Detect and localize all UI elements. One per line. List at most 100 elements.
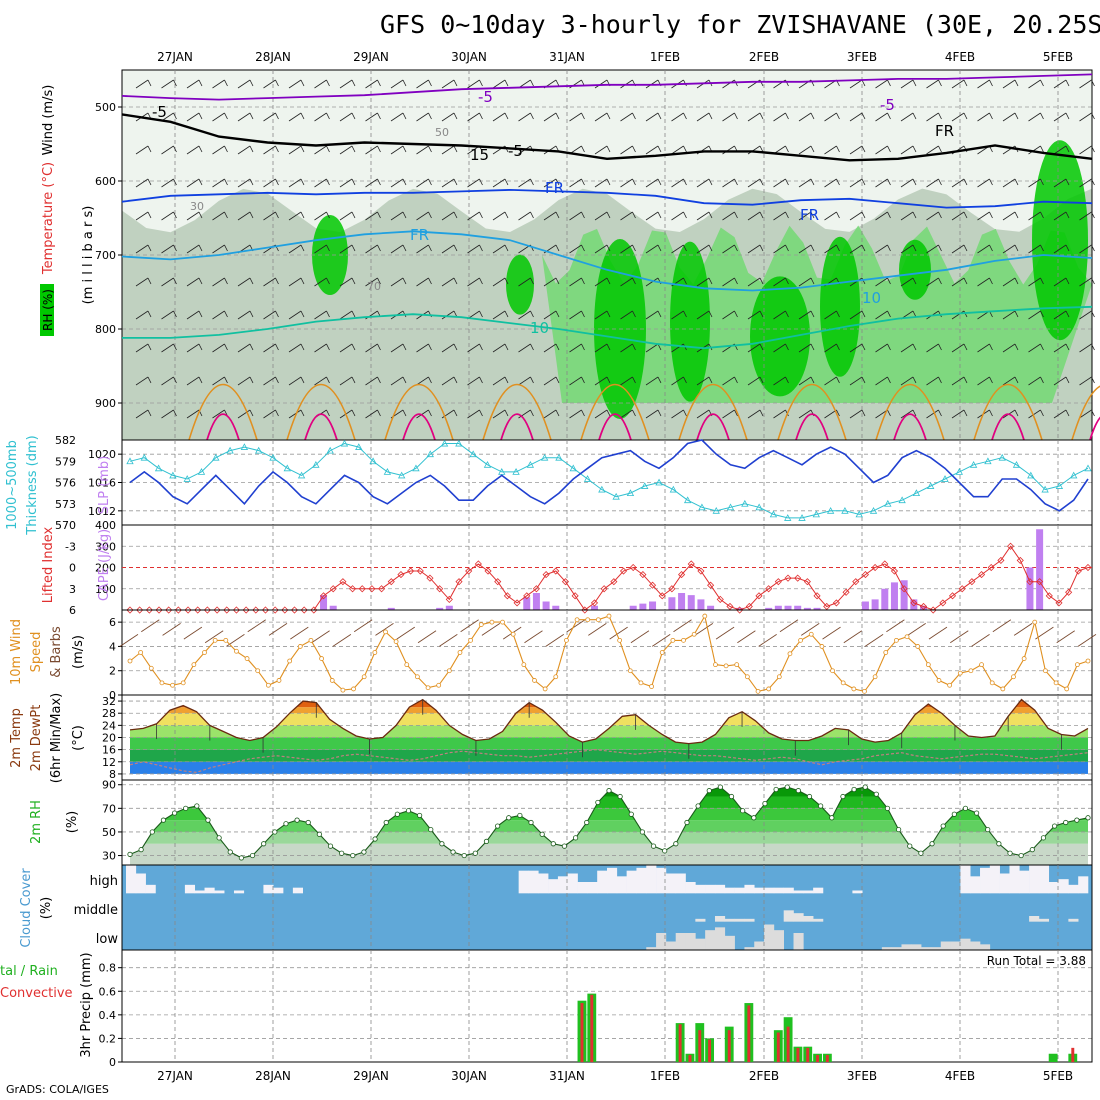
wind-barb-flag xyxy=(1065,178,1070,186)
wind-barb xyxy=(339,178,353,188)
wind-barb xyxy=(339,79,353,89)
thickness-marker xyxy=(197,468,206,475)
ytick-label: 0.4 xyxy=(99,1009,117,1022)
wind-barb-flag xyxy=(1040,376,1044,384)
wind-barb xyxy=(875,277,888,287)
wind-barb-flag xyxy=(326,145,330,153)
isotherm-hot xyxy=(1089,416,1100,441)
wind-marker xyxy=(319,656,325,661)
cloud-high-bar xyxy=(675,873,686,894)
wind-marker xyxy=(904,634,910,640)
wind-barb xyxy=(339,376,353,386)
isotherm-warm xyxy=(777,383,847,441)
wind-barb xyxy=(1053,310,1067,320)
wind-barb xyxy=(747,277,761,287)
cloud-high-bar xyxy=(557,876,569,894)
wind-barb xyxy=(390,277,404,287)
wind-barb xyxy=(696,376,710,386)
precip-panel: 0 0.2 0.4 0.6 0.8 Run Total = 3.88 xyxy=(99,949,1093,1069)
wind-barb-flag xyxy=(1065,277,1070,285)
wind-barb xyxy=(696,244,710,254)
wind-marker xyxy=(819,644,825,649)
wind-barb xyxy=(186,145,200,155)
cloud-high-bar xyxy=(184,884,196,894)
wind-barb xyxy=(722,178,735,188)
wind-marker xyxy=(787,651,793,657)
wind-barb-flag xyxy=(147,409,152,417)
wind-barb xyxy=(747,178,761,188)
wind-barb-flag xyxy=(402,277,407,285)
wind-barb xyxy=(237,211,251,221)
isotherm-hot xyxy=(598,413,632,441)
cloud-low-bar xyxy=(764,924,775,950)
wind-barb xyxy=(186,277,200,287)
rh-marker xyxy=(918,850,924,856)
cloud-high-bar xyxy=(803,890,814,894)
wind-barb xyxy=(314,376,327,386)
wind-barb xyxy=(288,310,302,320)
wind-barb xyxy=(1053,244,1067,254)
cloud-middle-bar xyxy=(734,918,745,922)
wind-barb-flag xyxy=(173,376,177,384)
li-marker xyxy=(1036,578,1044,586)
wind-barb xyxy=(135,244,149,254)
wind-barb xyxy=(492,112,506,122)
wind-barb-flag xyxy=(504,409,509,417)
wind-barb-flag xyxy=(198,178,203,186)
wind-barb-flag xyxy=(249,145,254,153)
li-marker xyxy=(842,588,850,596)
wind-barb-flag xyxy=(377,244,381,252)
wind-barb-flag xyxy=(1091,211,1095,219)
wind-barb-flag xyxy=(402,343,407,351)
wind-barb-flag xyxy=(938,178,942,186)
wind-barb-flag xyxy=(683,244,687,252)
rh-marker xyxy=(773,786,779,793)
li-marker xyxy=(319,592,328,600)
li-marker xyxy=(939,599,947,607)
wind-barb xyxy=(747,145,761,155)
wind-barb xyxy=(696,310,710,320)
cloud-high-bar xyxy=(705,884,716,894)
wind-barb-flag xyxy=(861,79,866,87)
wind-barb xyxy=(900,112,914,122)
contour-label: 10 xyxy=(862,289,881,307)
wind-marker xyxy=(212,637,218,643)
wind-barb-flag xyxy=(1014,244,1019,252)
wind-barb-flag xyxy=(479,244,483,252)
wind-barb-flag xyxy=(453,409,458,417)
wind-barb-flag xyxy=(504,277,509,285)
rh-marker xyxy=(1051,823,1058,829)
wind-barb-flag xyxy=(861,145,866,153)
wind-marker xyxy=(851,686,857,692)
wind-barb-flag xyxy=(683,409,687,417)
wind-barb xyxy=(135,178,149,188)
wind-barb-flag xyxy=(453,244,458,252)
wind-barb-flag xyxy=(734,211,738,219)
thickness-marker xyxy=(426,450,434,458)
rh-marker xyxy=(762,801,768,807)
wind-barb xyxy=(518,277,531,287)
wind-barb xyxy=(339,112,353,122)
wind-barb xyxy=(1028,244,1041,254)
wind-barb-flag xyxy=(912,112,917,120)
precip-conv-bar xyxy=(786,1026,790,1062)
rh-marker xyxy=(461,852,467,859)
wind-barb xyxy=(524,630,543,644)
thickness-marker xyxy=(683,496,692,504)
rh-marker xyxy=(896,826,902,833)
wind-barb xyxy=(365,277,378,287)
wind-barb xyxy=(314,310,327,320)
wind-barb xyxy=(212,145,225,155)
thickness-marker xyxy=(440,439,449,447)
wind-marker xyxy=(808,631,814,637)
wind-barb xyxy=(204,630,224,644)
wind-barb xyxy=(390,244,404,254)
isotherm-hot xyxy=(795,413,829,441)
li-marker xyxy=(223,606,231,614)
wind-barb xyxy=(875,343,888,353)
rh-band xyxy=(130,796,1088,809)
wind-barb-flag xyxy=(963,79,968,87)
wind-marker xyxy=(489,619,495,625)
rh2m-panel: 30 50 70 90 xyxy=(102,779,1093,866)
wind-barb xyxy=(824,310,837,320)
